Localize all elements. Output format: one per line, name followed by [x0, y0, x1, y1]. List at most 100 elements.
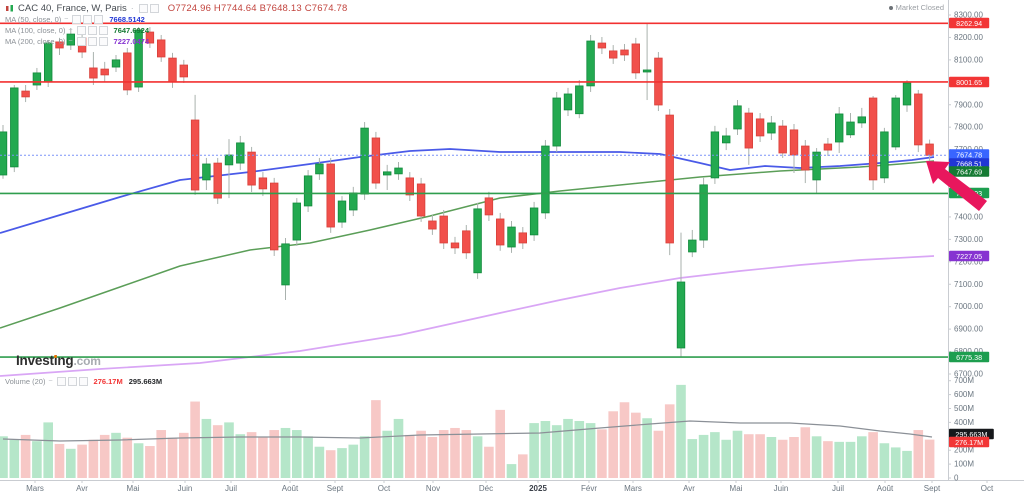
- indicator-caret: ~: [48, 378, 53, 385]
- market-status-dot-icon: [888, 5, 893, 10]
- market-status-text: Market Closed: [895, 3, 944, 12]
- volume-delete-icon[interactable]: [78, 377, 88, 386]
- time-axis[interactable]: Mars Avr Mai Juin Juil Août Sept Oct Nov Déc 2025 F…: [26, 480, 994, 493]
- svg-text:7300.00: 7300.00: [954, 235, 983, 244]
- ma100-visibility-icon[interactable]: [76, 26, 86, 35]
- svg-text:6775.38: 6775.38: [956, 353, 982, 362]
- svg-text:500M: 500M: [954, 404, 974, 413]
- svg-text:Avr: Avr: [683, 484, 695, 493]
- price-axis[interactable]: 8300.008200.008100.007900.007800.007700.…: [948, 11, 983, 483]
- svg-text:Mars: Mars: [26, 484, 44, 493]
- ma100-value: 7647.6924: [113, 26, 149, 35]
- svg-text:Nov: Nov: [426, 484, 440, 493]
- svg-text:2025: 2025: [529, 484, 547, 493]
- svg-text:7200.00: 7200.00: [954, 257, 983, 266]
- symbol-row: CAC 40, France, W, Paris · O7724.96 H774…: [5, 2, 348, 14]
- svg-text:7900.00: 7900.00: [954, 100, 983, 109]
- svg-text:Mai: Mai: [730, 484, 743, 493]
- svg-text:7800.00: 7800.00: [954, 123, 983, 132]
- volume-settings-icon[interactable]: [67, 377, 77, 386]
- svg-text:Août: Août: [282, 484, 299, 493]
- svg-text:700M: 700M: [954, 376, 974, 385]
- svg-text:Oct: Oct: [378, 484, 391, 493]
- logo-suffix: .com: [73, 354, 101, 368]
- svg-text:Mars: Mars: [624, 484, 642, 493]
- svg-text:8200.00: 8200.00: [954, 33, 983, 42]
- svg-text:Sept: Sept: [924, 484, 941, 493]
- ma100-label[interactable]: MA (100, close, 0): [5, 26, 66, 35]
- ma200-delete-icon[interactable]: [98, 37, 108, 46]
- chart-legend: CAC 40, France, W, Paris · O7724.96 H774…: [5, 2, 348, 47]
- volume-visibility-icon[interactable]: [56, 377, 66, 386]
- svg-text:Déc: Déc: [479, 484, 493, 493]
- svg-text:Août: Août: [877, 484, 894, 493]
- svg-text:Juin: Juin: [178, 484, 193, 493]
- volume-ma-value: 295.663M: [128, 377, 163, 386]
- svg-text:295.663M: 295.663M: [955, 430, 987, 439]
- svg-text:7647.69: 7647.69: [956, 167, 982, 176]
- ohlc-values: O7724.96 H7744.64 B7648.13 C7674.78: [167, 2, 348, 14]
- symbol-title[interactable]: CAC 40, France, W, Paris: [18, 2, 127, 14]
- svg-text:7674.78: 7674.78: [956, 150, 982, 159]
- svg-text:8262.94: 8262.94: [956, 19, 982, 28]
- market-status: Market Closed: [888, 3, 944, 12]
- indicator-caret: ~: [64, 16, 69, 23]
- ma100-delete-icon[interactable]: [98, 26, 108, 35]
- svg-text:6700.00: 6700.00: [954, 370, 983, 379]
- svg-text:0: 0: [954, 474, 959, 483]
- ma200-visibility-icon[interactable]: [76, 37, 86, 46]
- svg-text:8100.00: 8100.00: [954, 55, 983, 64]
- annotation-arrow[interactable]: [926, 161, 987, 211]
- svg-text:400M: 400M: [954, 418, 974, 427]
- svg-text:8300.00: 8300.00: [954, 11, 983, 20]
- price-axis-badges: 8262.948001.657674.787668.517647.697504.…: [949, 17, 994, 448]
- svg-text:7668.51: 7668.51: [956, 159, 982, 168]
- ma50-visibility-icon[interactable]: [72, 15, 82, 24]
- indicator-row-ma200: MA (200, close, 0) ~ 7227.0474: [5, 36, 348, 47]
- ma50-label[interactable]: MA (50, close, 0): [5, 15, 62, 24]
- ma200-settings-icon[interactable]: [87, 37, 97, 46]
- svg-text:7100.00: 7100.00: [954, 280, 983, 289]
- volume-current-value: 276.17M: [93, 377, 123, 386]
- volume-ma-line: [2, 420, 933, 442]
- svg-text:200M: 200M: [954, 446, 974, 455]
- svg-text:Avr: Avr: [76, 484, 88, 493]
- volume-label[interactable]: Volume (20): [5, 377, 46, 386]
- ma50-delete-icon[interactable]: [94, 15, 104, 24]
- volume-legend-row: Volume (20) ~ 276.17M 295.663M: [5, 376, 162, 387]
- svg-text:Sept: Sept: [327, 484, 344, 493]
- svg-text:7227.05: 7227.05: [956, 252, 982, 261]
- svg-text:Juil: Juil: [832, 484, 844, 493]
- svg-text:Juil: Juil: [225, 484, 237, 493]
- separator-dot: ·: [130, 3, 134, 13]
- svg-text:Oct: Oct: [981, 484, 994, 493]
- svg-text:100M: 100M: [954, 460, 974, 469]
- svg-text:6900.00: 6900.00: [954, 325, 983, 334]
- ma200-value: 7227.0474: [113, 37, 149, 46]
- svg-text:8001.65: 8001.65: [956, 78, 982, 87]
- ma50-settings-icon[interactable]: [83, 15, 93, 24]
- svg-text:Mai: Mai: [127, 484, 140, 493]
- indicator-row-ma50: MA (50, close, 0) ~ 7668.5142: [5, 14, 348, 25]
- svg-text:7400.00: 7400.00: [954, 212, 983, 221]
- chart-settings-icon[interactable]: [138, 3, 148, 13]
- ma100-settings-icon[interactable]: [87, 26, 97, 35]
- candlesticks[interactable]: [0, 23, 934, 358]
- svg-text:276.17M: 276.17M: [955, 438, 983, 447]
- ma50-value: 7668.5142: [109, 15, 145, 24]
- logo-orange-dot-icon: [53, 354, 57, 358]
- svg-text:7000.00: 7000.00: [954, 302, 983, 311]
- indicator-caret: ~: [68, 27, 73, 34]
- logo-text: Investing: [16, 353, 74, 368]
- ma200-label[interactable]: MA (200, close, 0): [5, 37, 66, 46]
- indicator-caret: ~: [68, 38, 73, 45]
- svg-text:6800.00: 6800.00: [954, 347, 983, 356]
- volume-bars: [0, 384, 935, 478]
- investing-logo: Investing.com: [16, 353, 101, 368]
- ma200-line[interactable]: [0, 255, 935, 377]
- svg-text:Févr: Févr: [581, 484, 597, 493]
- svg-text:600M: 600M: [954, 390, 974, 399]
- chart-close-icon[interactable]: [149, 3, 159, 13]
